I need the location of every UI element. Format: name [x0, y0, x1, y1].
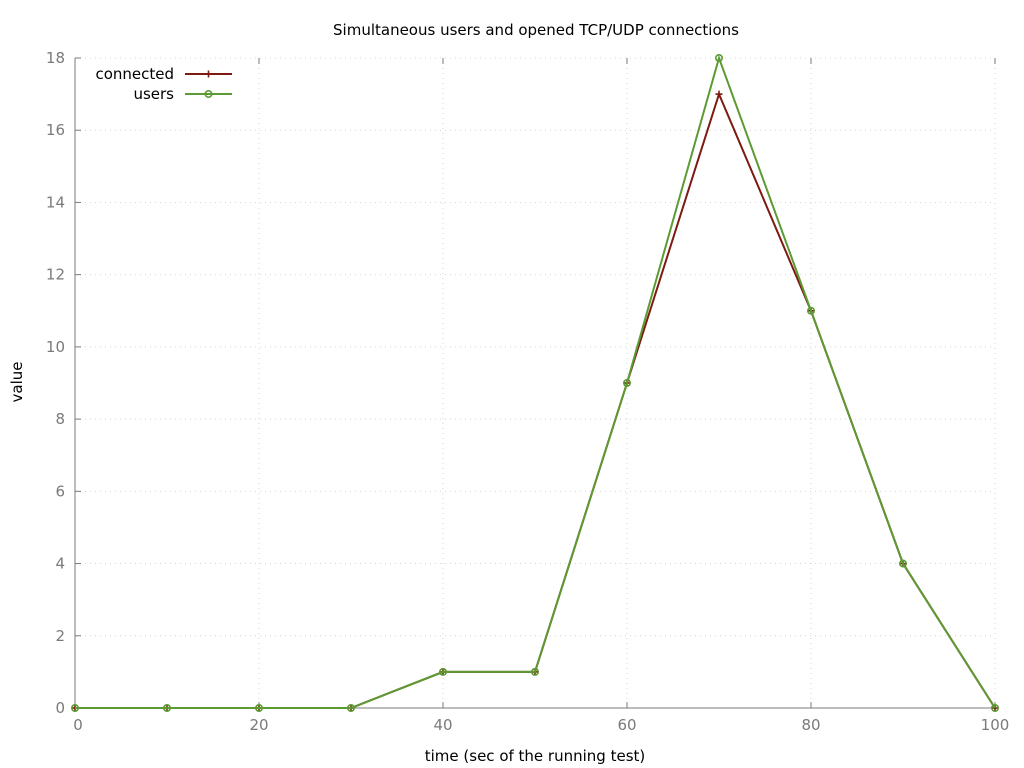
x-tick-label: 100 [981, 716, 1010, 734]
users-point [255, 703, 264, 712]
users-point [346, 703, 355, 712]
users-line [75, 54, 996, 709]
y-tick-label: 8 [55, 410, 65, 428]
y-axis-label: value [8, 362, 26, 403]
x-tick-label: 20 [249, 716, 268, 734]
grid [75, 57, 996, 708]
users-point [898, 559, 907, 568]
users-point [714, 53, 723, 62]
chart-title: Simultaneous users and opened TCP/UDP co… [333, 21, 739, 39]
legend-label: connected [95, 65, 174, 83]
series-connected [71, 90, 999, 712]
users-point [163, 703, 172, 712]
x-tick-label: 60 [617, 716, 636, 734]
y-tick-label: 6 [55, 482, 65, 500]
series-group [71, 53, 999, 712]
legend-item-users: users [133, 85, 232, 103]
y-tick-label: 10 [46, 338, 65, 356]
y-tick-label: 16 [46, 121, 65, 139]
legend-marker [205, 70, 212, 78]
x-axis-label: time (sec of the running test) [425, 747, 646, 765]
users-point [438, 667, 447, 676]
x-tick-label: 40 [433, 716, 452, 734]
x-tick-label: 0 [73, 716, 83, 734]
users-point [990, 703, 999, 712]
y-tick-label: 4 [55, 555, 65, 573]
series-users [71, 53, 999, 712]
y-tick-label: 0 [55, 699, 65, 717]
axes [74, 57, 996, 709]
users-point [71, 703, 80, 712]
users-point [530, 667, 539, 676]
legend-label: users [133, 85, 174, 103]
tick-labels: 0 20 40 60 80 100 0 2 4 6 8 10 12 14 16 18 [46, 49, 1009, 734]
users-point [806, 306, 815, 315]
users-point [622, 378, 631, 387]
x-tick-label: 80 [801, 716, 820, 734]
y-tick-label: 12 [46, 266, 65, 284]
y-tick-label: 14 [46, 193, 65, 211]
legend-item-connected: connected [95, 65, 232, 83]
connected-point [715, 90, 723, 98]
legend: connected users [95, 65, 232, 103]
legend-marker [204, 90, 213, 99]
y-tick-label: 18 [46, 49, 65, 67]
y-tick-label: 2 [55, 627, 65, 645]
connected-line [75, 91, 996, 709]
